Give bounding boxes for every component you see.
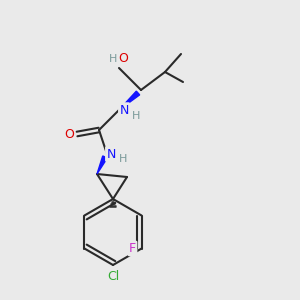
Text: N: N [119, 103, 129, 116]
Text: N: N [106, 148, 116, 160]
Text: Cl: Cl [107, 269, 119, 283]
Text: H: H [119, 154, 127, 164]
Text: ·: · [118, 54, 122, 64]
Text: O: O [64, 128, 74, 140]
Text: H: H [109, 54, 117, 64]
Text: O: O [118, 52, 128, 65]
Polygon shape [119, 91, 140, 110]
Text: H: H [132, 111, 140, 121]
Text: F: F [129, 242, 136, 255]
Polygon shape [97, 156, 107, 174]
